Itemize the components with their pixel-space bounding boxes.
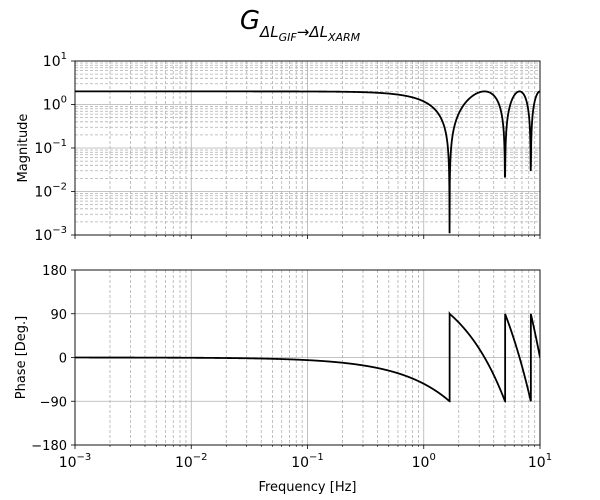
phase-panel: −180 −90 0 90 180 10−3 10−2 10−1 100 101 Frequency… [14, 264, 552, 495]
phase-y-axis-label: Phase [Deg.] [14, 316, 29, 399]
title-sub-right-index: XARM [327, 31, 361, 44]
phase-x-tick-label: 101 [528, 452, 552, 471]
phase-x-tick-label: 10−3 [59, 452, 92, 471]
title-arrow: → [296, 23, 310, 41]
phase-y-tick-label: 0 [59, 352, 67, 367]
magnitude-y-tick-label: 101 [43, 51, 67, 70]
title-subscript: ΔLGIF→ΔLXARM [260, 23, 361, 44]
magnitude-y-tick-label: 10−2 [34, 182, 67, 201]
magnitude-y-tick-label: 10−3 [34, 225, 67, 244]
phase-y-tick-label: 90 [50, 308, 67, 323]
phase-y-tick-label: −180 [31, 439, 67, 454]
title-sub-right: ΔL [309, 23, 328, 41]
chart-title: GΔLGIF→ΔLXARM [0, 6, 600, 44]
magnitude-panel: 10−3 10−2 10−1 100 101 Magnitude [16, 51, 541, 244]
magnitude-y-axis-label: Magnitude [16, 114, 31, 183]
phase-series-line [75, 310, 540, 403]
magnitude-y-tick-label: 10−1 [34, 138, 67, 157]
magnitude-series-line [75, 90, 540, 234]
phase-x-tick-label: 10−2 [175, 452, 208, 471]
phase-x-tick-label: 100 [412, 452, 436, 471]
phase-y-tick-label: 180 [42, 264, 67, 279]
title-sub-left: ΔL [260, 23, 279, 41]
phase-y-tick-label: −90 [40, 395, 67, 410]
title-main: G [239, 6, 260, 36]
phase-x-axis-label: Frequency [Hz] [258, 480, 356, 495]
magnitude-y-tick-label: 100 [43, 95, 67, 114]
title-sub-left-index: GIF [278, 31, 297, 44]
phase-x-tick-label: 10−1 [291, 452, 324, 471]
